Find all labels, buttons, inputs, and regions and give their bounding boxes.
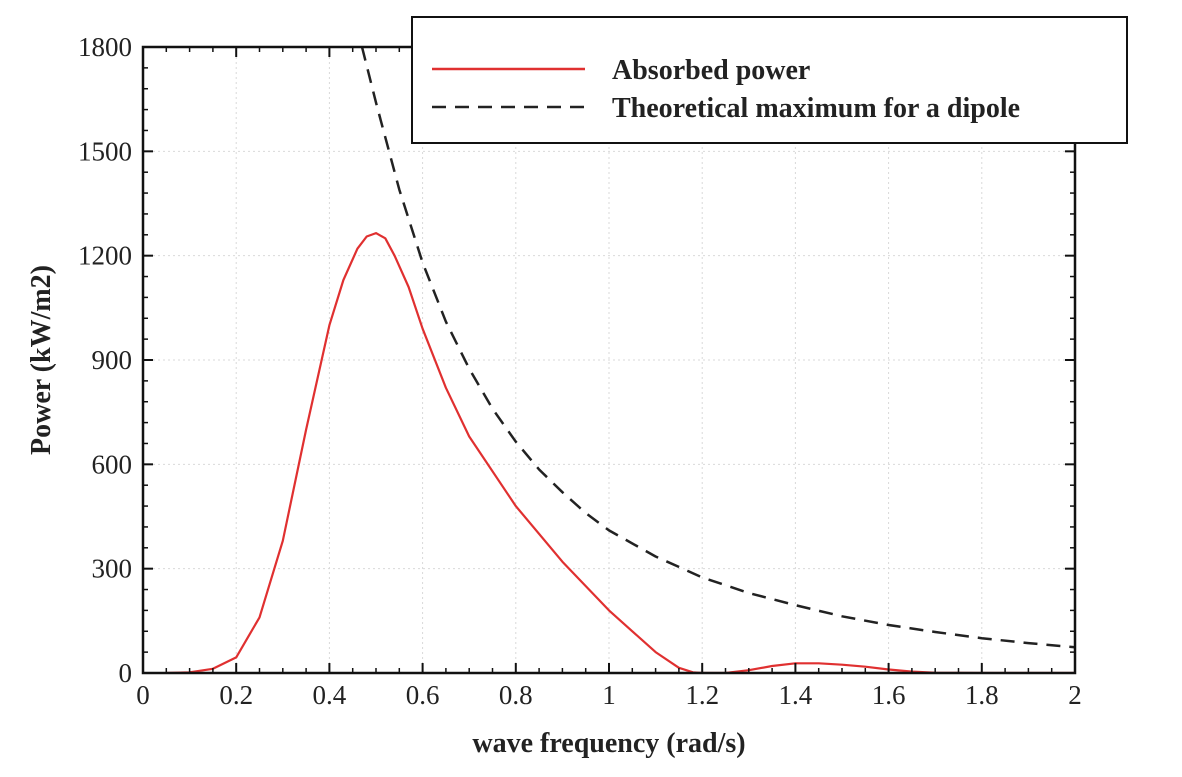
tick-layer: 0 0.2 0.4 0.6 0.8 1 1.2 1.4 1.6 1.8 2 0 300 600 900 120… [78,32,1082,710]
x-tick-label: 0.4 [313,680,347,710]
y-tick-label: 900 [92,345,133,375]
legend-label-absorbed-power: Absorbed power [612,55,810,86]
legend-label-theoretical-maximum: Theoretical maximum for a dipole [612,93,1020,124]
y-tick-label: 1500 [78,136,132,166]
absorbed-power-line [166,232,1075,673]
x-tick-label: 0 [136,680,150,710]
y-tick-label: 1800 [78,32,132,62]
y-tick-label: 1200 [78,241,132,271]
x-tick-label: 0.8 [499,680,533,710]
series-layer [166,47,1075,673]
y-tick-label: 300 [92,554,133,584]
x-axis-title: wave frequency (rad/s) [472,728,745,759]
x-tick-label: 1.6 [872,680,906,710]
y-axis-title: Power (kW/m2) [26,265,57,455]
x-tick-label: 2 [1068,680,1082,710]
theoretical-maximum-line [360,47,1075,649]
y-tick-label: 0 [119,658,133,688]
x-tick-label: 1.8 [965,680,999,710]
x-tick-label: 0.6 [406,680,440,710]
grid-layer [143,47,1075,673]
x-tick-label: 1.2 [685,680,719,710]
legend: Absorbed power Theoretical maximum for a… [411,16,1128,144]
x-tick-label: 1.4 [779,680,813,710]
legend-box [411,16,1128,144]
y-tick-label: 600 [92,449,133,479]
x-tick-label: 1 [602,680,616,710]
x-tick-label: 0.2 [219,680,253,710]
